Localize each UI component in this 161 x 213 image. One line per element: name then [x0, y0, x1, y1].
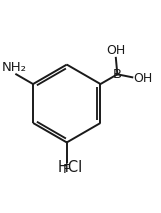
Text: NH₂: NH₂ [2, 60, 27, 73]
Text: OH: OH [133, 72, 152, 85]
Text: B: B [113, 68, 122, 81]
Text: HCl: HCl [57, 160, 82, 175]
Text: F: F [63, 163, 71, 176]
Text: OH: OH [106, 44, 125, 57]
